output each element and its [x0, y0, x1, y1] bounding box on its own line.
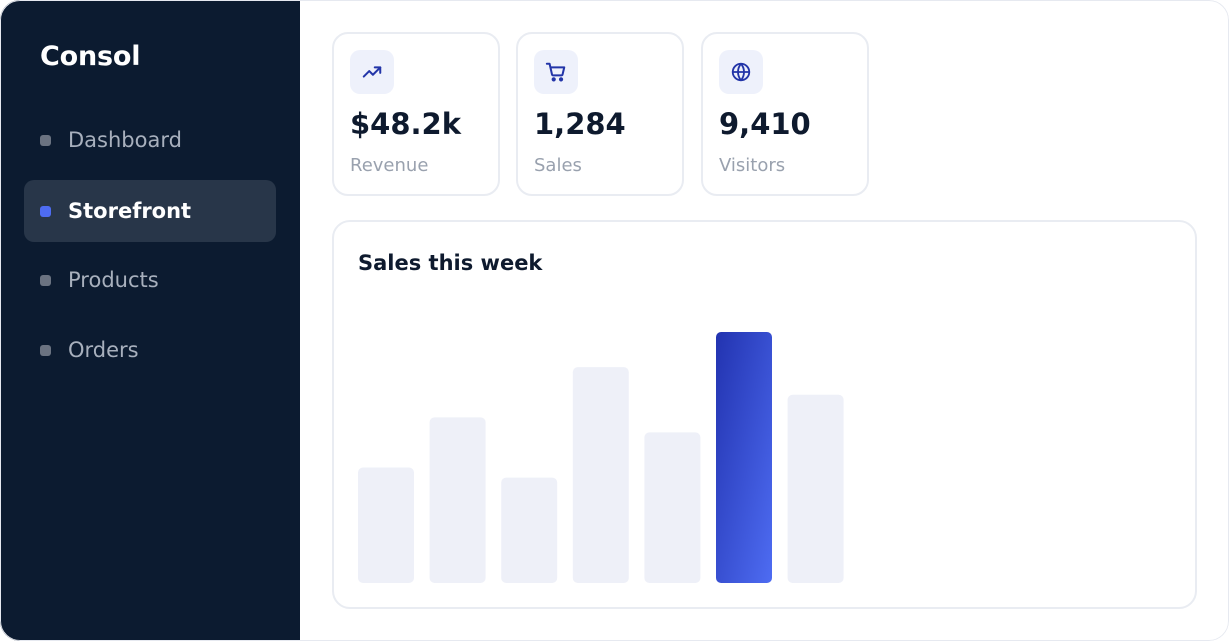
shopping-cart-icon [545, 62, 566, 82]
stat-card-revenue: $48.2k Revenue [332, 32, 500, 196]
globe-icon [731, 62, 751, 82]
stat-icon-box [719, 50, 763, 94]
bullet-icon [40, 345, 51, 356]
sidebar-item-orders[interactable]: Orders [24, 319, 276, 381]
stat-label: Visitors [719, 155, 786, 176]
brand-title: Consol [40, 41, 141, 72]
bullet-icon [40, 135, 51, 146]
bar-chart [358, 332, 844, 583]
chart-bar [501, 477, 558, 583]
stat-label: Revenue [350, 155, 429, 176]
stat-label: Sales [534, 155, 582, 176]
trending-up-icon [362, 66, 382, 78]
bullet-icon [40, 206, 51, 217]
sidebar-item-label: Products [68, 268, 159, 292]
chart-card: Sales this week [332, 220, 1197, 609]
chart-title: Sales this week [358, 251, 543, 275]
stat-value: 1,284 [534, 107, 626, 141]
sidebar-item-products[interactable]: Products [24, 249, 276, 311]
chart-bar [429, 417, 486, 583]
sidebar-item-label: Orders [68, 338, 139, 362]
chart-bar [572, 367, 629, 583]
sidebar-item-storefront[interactable]: Storefront [24, 180, 276, 242]
stat-value: $48.2k [350, 107, 462, 141]
chart-bar [787, 394, 844, 583]
stat-icon-box [534, 50, 578, 94]
sidebar-item-label: Storefront [68, 199, 192, 223]
stat-card-sales: 1,284 Sales [516, 32, 684, 196]
sidebar-item-dashboard[interactable]: Dashboard [24, 109, 276, 171]
chart-bar-highlighted [716, 332, 772, 583]
stat-icon-box [350, 50, 394, 94]
stat-card-visitors: 9,410 Visitors [701, 32, 869, 196]
chart-bar [644, 432, 701, 583]
stat-value: 9,410 [719, 107, 811, 141]
sidebar-item-label: Dashboard [68, 128, 182, 152]
bullet-icon [40, 275, 51, 286]
sidebar: Consol Dashboard Storefront Products Ord… [0, 0, 300, 641]
chart-bar [358, 467, 414, 583]
